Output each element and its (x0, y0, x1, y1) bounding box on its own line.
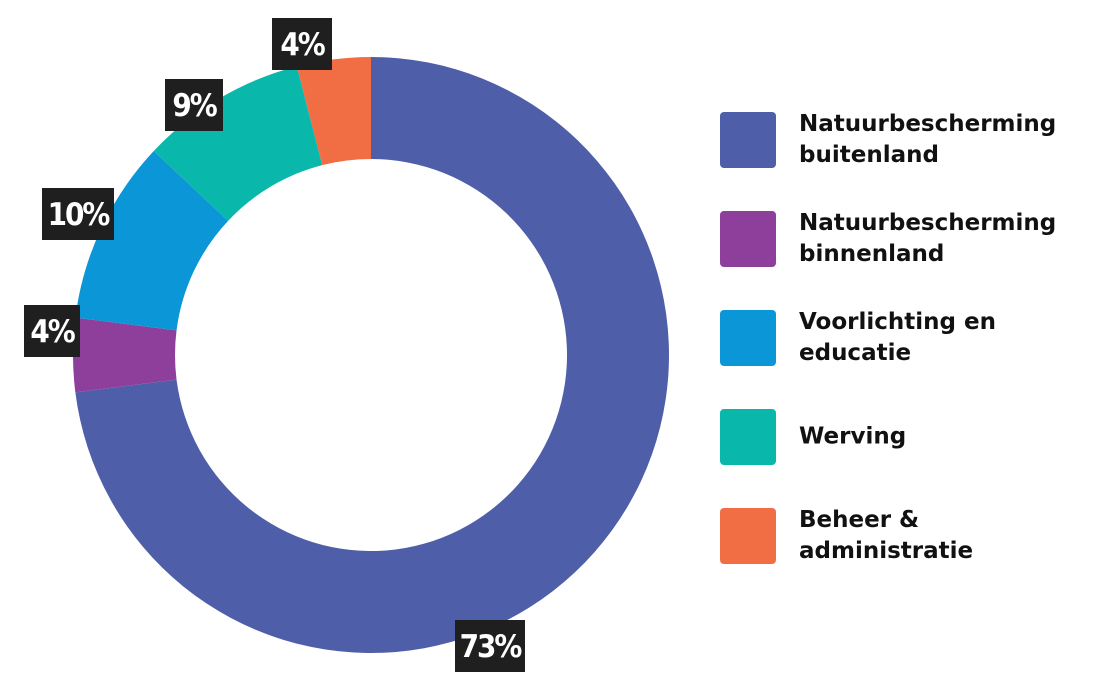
percent-label-box (165, 79, 223, 131)
labels-layer: 73% 4% 10% 9% 4% (24, 18, 525, 672)
slices-layer (72, 57, 670, 653)
percent-label-natuurbescherming-binnenland: 4% (24, 305, 80, 357)
legend-swatch (720, 211, 776, 267)
percent-label-box (272, 18, 332, 70)
donut-slice-werving (153, 66, 323, 221)
legend-label: Natuurbescherming binnenland (799, 210, 1057, 267)
legend-swatch (720, 409, 776, 465)
percent-label-beheer-administratie: 4% (272, 18, 332, 70)
legend-label: Werving (799, 423, 907, 450)
percent-label-text: 10% (48, 197, 111, 233)
legend-item-voorlichting-en-educatie: Voorlichting en educatie (720, 308, 1100, 407)
donut-slice-natuurbescherming-binnenland (72, 317, 177, 393)
donut-slice-beheer-administratie (296, 57, 371, 166)
legend-swatch (720, 310, 776, 366)
percent-label-box (455, 620, 525, 672)
legend-item-natuurbescherming-binnenland: Natuurbescherming binnenland (720, 209, 1100, 308)
legend-label: Beheer & administratie (799, 507, 974, 564)
percent-label-werving: 9% (165, 79, 223, 131)
donut-slice-natuurbescherming-buitenland (75, 57, 670, 653)
percent-label-natuurbescherming-buitenland: 73% (455, 620, 525, 672)
legend-item-natuurbescherming-buitenland: Natuurbescherming buitenland (720, 110, 1100, 209)
percent-label-text: 9% (172, 88, 217, 124)
percent-label-box (24, 305, 80, 357)
legend-label: Voorlichting en educatie (799, 309, 996, 366)
percent-label-text: 73% (460, 629, 523, 665)
legend-label: Natuurbescherming buitenland (799, 111, 1057, 168)
percent-label-text: 4% (280, 27, 325, 63)
legend-item-beheer-administratie: Beheer & administratie (720, 506, 1100, 605)
percent-label-voorlichting-en-educatie: 10% (42, 188, 114, 240)
legend: Natuurbescherming buitenland Natuurbesch… (720, 110, 1100, 605)
percent-label-text: 4% (30, 314, 75, 350)
legend-swatch (720, 508, 776, 564)
donut-slice-voorlichting-en-educatie (75, 151, 229, 331)
percent-label-box (42, 188, 114, 240)
legend-item-werving: Werving (720, 407, 1100, 506)
legend-swatch (720, 112, 776, 168)
